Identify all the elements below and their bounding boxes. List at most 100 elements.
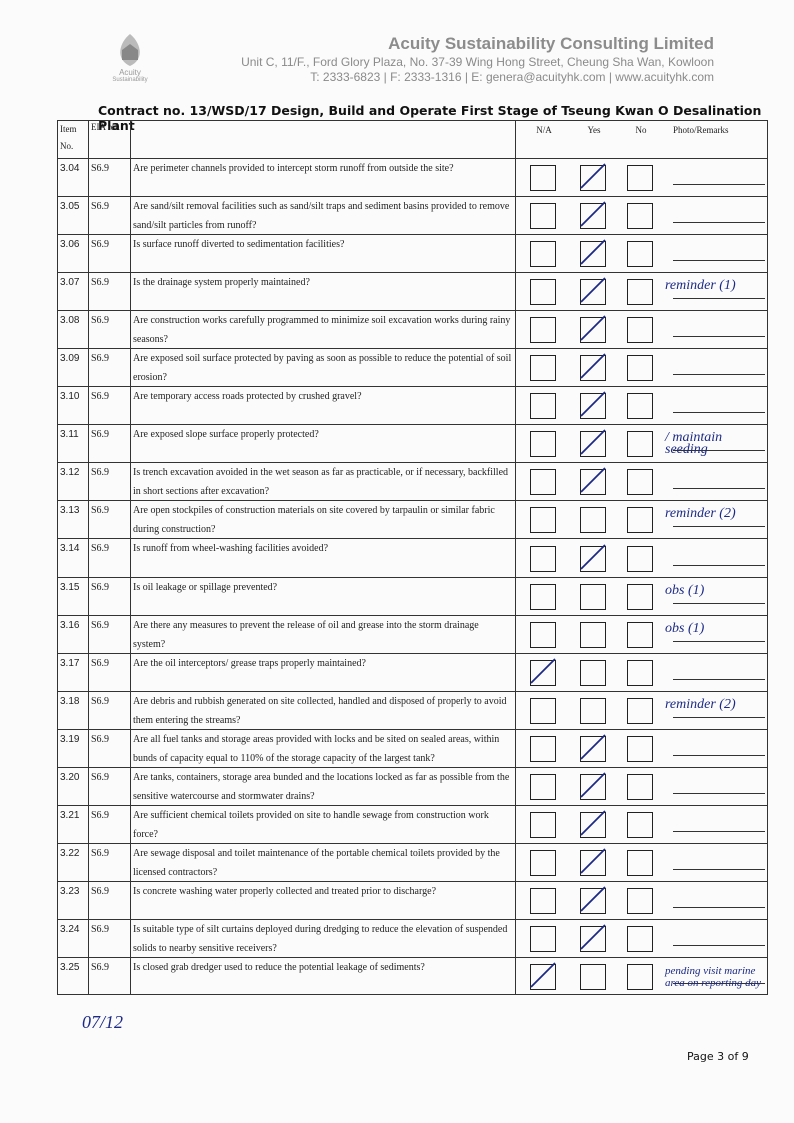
check-mark [580,277,606,303]
checkbox [580,353,606,382]
remark-line [673,336,765,338]
item-no: 3.13 [60,505,80,517]
row-line [57,690,768,692]
handwritten-remark: reminder (2) [665,696,736,712]
remark-line [673,906,765,908]
remark-line [673,678,765,680]
row-line [57,652,768,654]
eia-ref: S6.9 [91,923,110,935]
row-line [57,956,768,958]
eia-ref: S6.9 [91,391,110,403]
question: Are sewage disposal and toilet maintenan… [133,847,500,878]
check-mark [580,924,606,950]
checkbox [627,697,653,724]
checkbox [627,735,653,762]
item-no: 3.10 [60,391,80,403]
item-no: 3.08 [60,315,80,327]
row-line [57,310,768,312]
row-line [57,234,768,236]
handwritten-remark: reminder (1) [665,278,736,294]
column-header: N/A [536,125,552,135]
checkbox [530,431,556,458]
check-mark [580,848,606,874]
question: Is closed grab dredger used to reduce th… [133,961,425,973]
question: Are open stockpiles of construction mate… [133,505,495,536]
item-no: 3.12 [60,467,80,479]
remark-line [673,184,765,186]
checkbox [530,355,556,382]
checkbox [530,317,556,344]
item-no: 3.23 [60,885,80,897]
item-no: 3.17 [60,657,80,669]
company-contact: T: 2333-6823 | F: 2333-1316 | E: genera@… [310,70,714,84]
remark-line [673,868,765,870]
remark-line [673,450,765,452]
question: Is the drainage system properly maintain… [133,277,310,289]
eia-ref: S6.9 [91,771,110,783]
checkbox [580,543,606,572]
handwritten-remark: obs (1) [665,582,705,598]
row-line [57,158,768,159]
question: Is trench excavation avoided in the wet … [133,467,509,498]
question: Is oil leakage or spillage prevented? [133,581,278,593]
checkbox [580,848,606,876]
checkbox [580,467,606,496]
item-no: 3.14 [60,543,80,555]
remark-line [673,944,765,946]
handwritten-remark: pending visit marine area on reporting d… [665,965,762,989]
row-line [57,386,768,388]
remark-line [673,754,765,756]
question: Is runoff from wheel-washing facilities … [133,543,329,555]
company-address: Unit C, 11/F., Ford Glory Plaza, No. 37-… [241,55,714,69]
checkbox [580,964,606,990]
remark-line [673,260,765,262]
checkbox [580,391,606,420]
question: Are there any measures to prevent the re… [133,619,479,650]
check-mark [530,962,556,988]
check-mark [580,543,606,570]
checkbox [580,734,606,762]
check-mark [580,772,606,798]
checkbox [580,583,606,610]
check-mark [580,353,606,379]
remark-line [673,640,765,642]
checkbox [627,659,653,686]
check-mark [530,657,556,684]
checkbox [530,393,556,420]
checkbox [580,239,606,268]
checkbox [530,811,556,838]
checkbox [627,773,653,800]
remark-line [673,983,765,984]
checkbox [627,964,653,990]
checkbox [627,925,653,952]
eia-ref: S6.9 [91,467,110,479]
checkbox [627,849,653,876]
logo-text: Acuity Sustainability [100,68,160,83]
column-line [88,120,89,995]
check-mark [580,886,606,912]
check-mark [580,239,606,265]
check-mark [580,810,606,836]
row-line [57,880,768,882]
checkbox [530,583,556,610]
row-line [57,804,768,806]
remark-line [673,412,765,414]
checkbox [530,962,556,990]
logo-line: Sustainability [112,77,148,83]
eia-ref: S6.9 [91,505,110,517]
question: Is suitable type of silt curtains deploy… [133,923,508,954]
column-header: Photo/Remarks [673,125,729,135]
item-no: 3.06 [60,239,80,251]
remark-line [673,716,765,718]
item-no: 3.20 [60,771,80,783]
item-no: 3.25 [60,961,80,973]
checkbox [530,773,556,800]
checkbox [580,163,606,192]
row-line [57,842,768,844]
row-line [57,500,768,502]
logo-line: Acuity [119,68,141,77]
checkbox [627,317,653,344]
checkbox [580,507,606,534]
remark-line [673,564,765,566]
eia-ref: S6.9 [91,163,110,174]
